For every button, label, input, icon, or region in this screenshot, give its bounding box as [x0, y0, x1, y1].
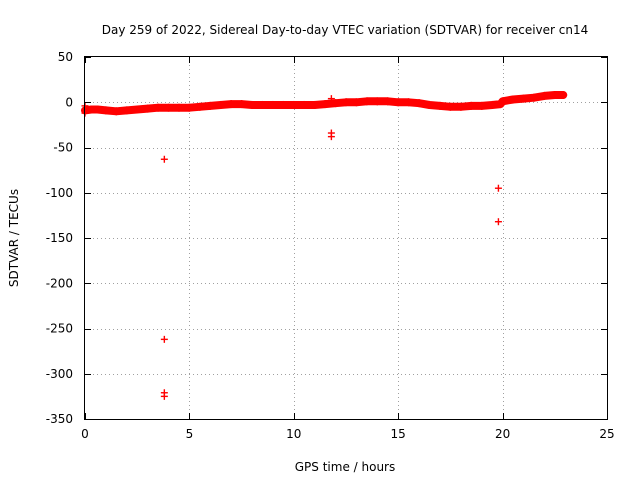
data-point [133, 105, 142, 114]
y-tick-label: -50 [53, 141, 73, 155]
x-tick-label: 0 [81, 427, 89, 441]
data-point [373, 97, 382, 106]
data-point [509, 95, 518, 104]
data-point [195, 102, 204, 111]
data-point [362, 97, 371, 106]
data-point [289, 100, 298, 109]
data-point [519, 94, 528, 103]
data-point [488, 100, 497, 109]
data-point [383, 97, 392, 106]
data-point [258, 100, 267, 109]
outlier-point [327, 133, 335, 141]
outlier-point [160, 392, 168, 400]
data-point [550, 91, 559, 100]
data-point [529, 93, 538, 102]
data-point [404, 98, 413, 107]
outlier-point [327, 95, 335, 103]
chart-title: Day 259 of 2022, Sidereal Day-to-day VTE… [102, 23, 589, 37]
data-point [415, 99, 424, 108]
data-point [456, 102, 465, 111]
x-tick-label: 10 [286, 427, 301, 441]
outlier-point [160, 335, 168, 343]
data-point [310, 100, 319, 109]
data-point [248, 100, 257, 109]
data-point [206, 101, 215, 110]
y-axis-tick-labels: 50 0 -50 -100 -150 -200 -250 -300 -350 [46, 50, 73, 426]
y-axis-label: SDTVAR / TECUs [7, 189, 21, 287]
y-tick-label: -300 [46, 367, 73, 381]
plot-frame [84, 56, 608, 420]
data-point [112, 107, 121, 116]
data-point [93, 105, 102, 114]
data-point [216, 100, 225, 109]
data-point [394, 98, 403, 107]
data-point [154, 103, 163, 112]
y-tick-label: -350 [46, 412, 73, 426]
data-point [477, 101, 486, 110]
data-point [446, 102, 455, 111]
y-tick-label: 0 [65, 95, 73, 109]
data-point [164, 103, 173, 112]
data-point [540, 91, 549, 100]
x-tick-label: 20 [495, 427, 510, 441]
axis-ticks [85, 57, 608, 420]
y-tick-label: 50 [58, 50, 73, 64]
y-tick-label: -150 [46, 231, 73, 245]
data-point [342, 98, 350, 107]
data-point [352, 98, 361, 107]
outlier-point [494, 218, 502, 226]
outlier-point [160, 155, 168, 163]
y-tick-label: -200 [46, 276, 73, 290]
x-axis-label: GPS time / hours [295, 460, 396, 474]
y-tick-label: -250 [46, 322, 73, 336]
data-point [174, 103, 183, 112]
data-point [425, 100, 434, 109]
data-point [300, 100, 309, 109]
data-point [435, 101, 444, 110]
data-point [227, 100, 236, 109]
y-tick-label: -100 [46, 186, 73, 200]
x-axis-tick-labels: 0 5 10 15 20 25 [81, 427, 614, 441]
data-point [331, 99, 340, 108]
outlier-point [494, 184, 502, 192]
data-point [279, 100, 288, 109]
x-tick-label: 5 [186, 427, 194, 441]
data-point [143, 104, 152, 113]
data-point [268, 100, 277, 109]
data-point [498, 97, 507, 106]
x-tick-label: 25 [599, 427, 614, 441]
data-point [101, 106, 110, 115]
data-point [122, 106, 131, 115]
data-point [321, 100, 330, 109]
grid [85, 57, 607, 419]
data-point [185, 103, 194, 112]
data-point [559, 91, 568, 100]
data-point [467, 101, 476, 110]
data-points [81, 91, 568, 400]
x-tick-label: 15 [391, 427, 406, 441]
data-point [237, 100, 246, 109]
